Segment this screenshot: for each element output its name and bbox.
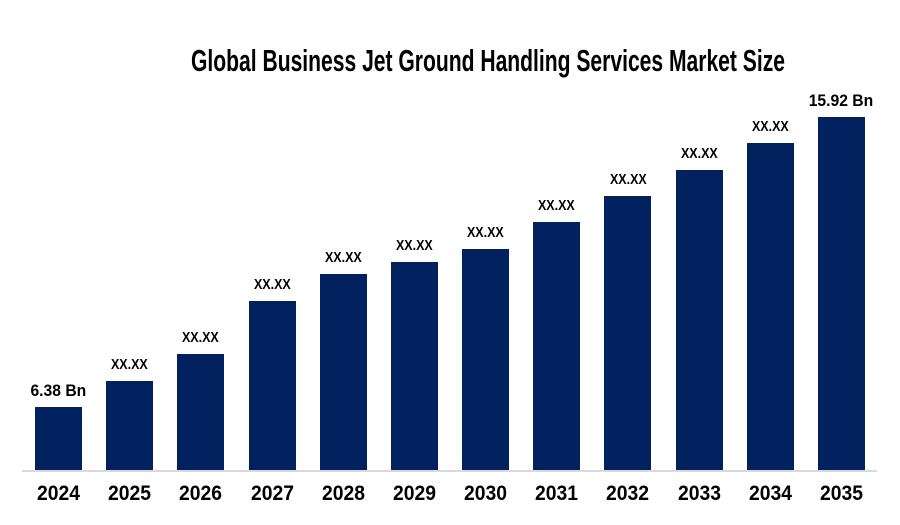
chart-title: Global Business Jet Ground Handling Serv… xyxy=(191,43,785,78)
bar-value-label-2034: XX.XX xyxy=(751,119,789,136)
bar-value-label-2035: 15.92 Bn xyxy=(809,91,874,110)
bar-2030 xyxy=(462,249,510,471)
x-tick-label-2025: 2025 xyxy=(108,482,152,505)
x-tick-label-2031: 2031 xyxy=(535,482,579,505)
bar-value-label-2030: XX.XX xyxy=(467,225,504,242)
x-tick-label-2026: 2026 xyxy=(179,482,223,505)
x-tick-label-2030: 2030 xyxy=(464,482,508,505)
bar-2024 xyxy=(35,407,82,471)
bar-value-label-2025: XX.XX xyxy=(111,357,149,374)
x-axis-line xyxy=(22,470,877,472)
bar-value-label-2032: XX.XX xyxy=(609,172,647,189)
bar-2029 xyxy=(390,262,438,471)
bar-group-2027: XX.XX xyxy=(237,277,308,471)
bar-group-2029: XX.XX xyxy=(379,238,450,471)
x-tick-label-2028: 2028 xyxy=(321,482,365,505)
x-tick-label-2029: 2029 xyxy=(392,482,436,505)
bar-group-2033: XX.XX xyxy=(664,146,735,471)
bar-2034 xyxy=(746,143,794,471)
bar-group-2026: XX.XX xyxy=(165,330,236,471)
bar-group-2030: XX.XX xyxy=(450,225,521,471)
x-tick-label-2033: 2033 xyxy=(677,482,721,505)
bar-2025 xyxy=(106,381,154,471)
bar-group-2031: XX.XX xyxy=(521,198,592,471)
bar-value-label-2027: XX.XX xyxy=(253,277,291,294)
bar-2031 xyxy=(533,222,581,471)
bar-value-label-2026: XX.XX xyxy=(182,330,220,347)
bar-group-2028: XX.XX xyxy=(308,250,379,471)
bar-value-label-2028: XX.XX xyxy=(324,250,362,267)
bar-2027 xyxy=(248,301,296,471)
bar-group-2025: XX.XX xyxy=(94,357,165,471)
bar-2033 xyxy=(675,170,723,471)
bar-group-2034: XX.XX xyxy=(735,119,806,471)
bar-group-2024: 6.38 Bn xyxy=(23,382,94,471)
x-tick-label-2035: 2035 xyxy=(819,482,863,505)
bar-2028 xyxy=(319,274,367,471)
bar-group-2035: 15.92 Bn xyxy=(806,92,877,471)
bar-2026 xyxy=(177,354,225,471)
bar-value-label-2029: XX.XX xyxy=(395,238,433,255)
bar-2035 xyxy=(817,117,865,471)
x-tick-label-2027: 2027 xyxy=(250,482,294,505)
x-tick-label-2032: 2032 xyxy=(606,482,650,505)
bar-value-label-2033: XX.XX xyxy=(680,146,718,163)
bar-2032 xyxy=(604,196,652,471)
bar-group-2032: XX.XX xyxy=(592,172,663,471)
x-tick-label-2024: 2024 xyxy=(37,482,80,505)
bar-value-label-2024: 6.38 Bn xyxy=(30,381,87,400)
bar-value-label-2031: XX.XX xyxy=(538,198,576,215)
x-tick-label-2034: 2034 xyxy=(748,482,792,505)
